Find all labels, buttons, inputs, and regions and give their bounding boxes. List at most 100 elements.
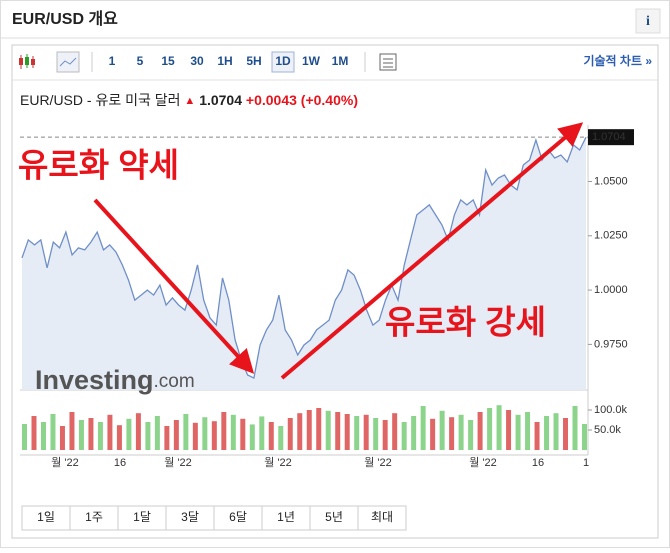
interval[interactable]: 1M	[332, 54, 349, 68]
volume-bar	[211, 421, 217, 450]
quote-price: 1.0704	[199, 92, 242, 108]
volume-bar	[411, 416, 417, 450]
x-tick-label: 월 '22	[364, 456, 392, 469]
range-label[interactable]: 5년	[325, 510, 343, 524]
range-button[interactable]	[309, 505, 359, 531]
price-line	[21, 136, 587, 380]
volume-bar	[544, 416, 550, 450]
x-tick-label: 16	[114, 457, 126, 469]
chart-link[interactable]: 기술적 차트 »	[583, 53, 652, 68]
volume-bar	[477, 412, 483, 450]
range-button[interactable]	[21, 505, 71, 531]
range-label[interactable]: 3달	[181, 510, 199, 524]
table-icon[interactable]	[379, 53, 397, 71]
volume-bar	[420, 406, 426, 450]
volume-bar	[354, 416, 360, 450]
volume-bar	[88, 418, 94, 450]
volume-bar	[335, 412, 341, 450]
x-tick-label: 월 '22	[264, 456, 292, 469]
volume-bar	[259, 416, 265, 450]
volume-bar	[325, 410, 331, 450]
range-button[interactable]	[117, 505, 167, 531]
range-label[interactable]: 6달	[229, 510, 247, 524]
volume-bar	[249, 424, 255, 450]
interval[interactable]: 5H	[246, 54, 261, 68]
interval[interactable]: 30	[190, 54, 204, 68]
last-price-label: 1.0704	[592, 131, 626, 143]
volume-bar	[278, 426, 284, 450]
volume-bar	[40, 422, 46, 450]
interval[interactable]: 5	[137, 54, 144, 68]
volume-bar	[31, 416, 37, 450]
last-price-box	[588, 129, 634, 146]
info-button[interactable]	[635, 8, 661, 34]
quote-name: EUR/USD - 유로 미국 달러	[20, 92, 181, 108]
interval[interactable]: 15	[161, 54, 175, 68]
quote-change: +0.0043	[246, 92, 297, 108]
range-button[interactable]	[165, 505, 215, 531]
volume-bar	[173, 420, 179, 450]
volume-bar	[582, 424, 587, 450]
volume-bar	[164, 426, 170, 450]
x-tick-label: 월 '22	[164, 456, 192, 469]
logo-suffix: .com	[154, 371, 195, 392]
volume-bar	[401, 422, 407, 450]
interval[interactable]: 1	[109, 54, 116, 68]
range-label[interactable]: 1달	[133, 510, 151, 524]
volume-bar	[496, 405, 502, 450]
y-tick-label: 1.0500	[594, 175, 628, 187]
volume-bar	[306, 410, 312, 450]
volume-bar	[22, 424, 27, 450]
quote-change-pct: (+0.40%)	[301, 92, 358, 108]
volume-bar	[553, 413, 559, 450]
annotation: 유로화 강세	[385, 304, 546, 341]
volume-bar	[202, 417, 208, 450]
range-label[interactable]: 최대	[371, 510, 393, 524]
volume-bar	[316, 408, 322, 450]
volume-bar	[183, 414, 189, 450]
range-button[interactable]	[357, 505, 407, 531]
volume-bar	[534, 422, 540, 450]
x-tick-label: 월 '22	[51, 456, 79, 469]
panel	[11, 44, 659, 539]
selected-box	[271, 51, 295, 73]
volume-bar	[69, 412, 75, 450]
range-label[interactable]: 1년	[277, 510, 295, 524]
annotation: 유로화 약세	[18, 147, 179, 184]
area-icon[interactable]	[56, 51, 80, 73]
x-tick-label: 월 '22	[469, 456, 497, 469]
interval[interactable]: 1W	[302, 54, 321, 68]
volume-bar	[439, 410, 445, 450]
volume-bar	[297, 413, 303, 450]
y-tick-label: 1.0250	[594, 230, 628, 242]
title: EUR/USD 개요	[12, 9, 118, 28]
x-tick-label: 16	[532, 457, 544, 469]
volume-bar	[240, 418, 246, 450]
volume-bar	[97, 422, 103, 450]
arrow-up	[280, 122, 584, 380]
volume-bar	[230, 414, 236, 450]
interval[interactable]: 1H	[217, 54, 232, 68]
x-tick-label: 1	[583, 457, 589, 469]
range-label[interactable]: 1일	[37, 510, 55, 524]
range-label[interactable]: 1주	[85, 510, 103, 524]
volume-bar	[268, 422, 274, 450]
volume-bar	[135, 413, 141, 450]
volume-bar	[449, 417, 455, 450]
volume-bar	[50, 414, 56, 450]
volume-bar	[59, 426, 65, 450]
interval[interactable]: 1D	[275, 54, 291, 68]
quote: EUR/USD - 유로 미국 달러 ▲ 1.0704 +0.0043 (+0.…	[20, 92, 358, 108]
volume-bar	[373, 418, 379, 450]
range-button[interactable]	[261, 505, 311, 531]
volume-bar	[563, 418, 569, 450]
candle-icon[interactable]	[19, 54, 35, 69]
arrow-down	[93, 198, 255, 374]
volume-bar	[506, 410, 512, 450]
range-button[interactable]	[213, 505, 263, 531]
volume-bar	[430, 418, 436, 450]
volume-tick-label: 100.0k	[594, 404, 628, 416]
info-label[interactable]: i	[646, 14, 650, 29]
volume-bar	[487, 408, 493, 450]
